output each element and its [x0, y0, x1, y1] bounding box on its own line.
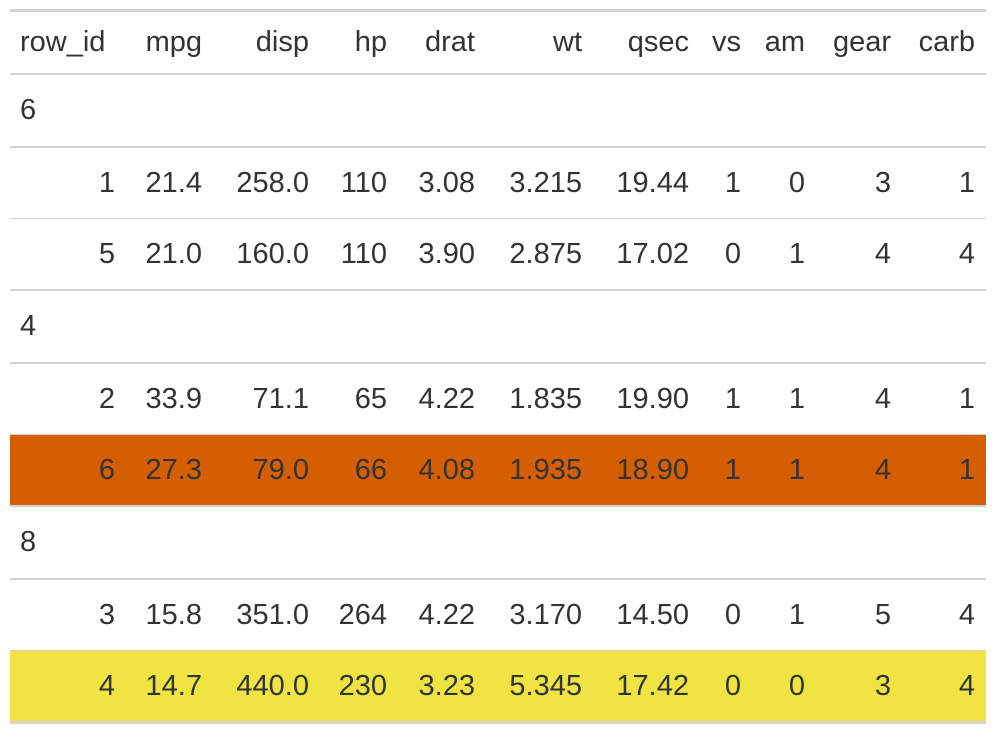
column-header-gear: gear	[816, 10, 902, 75]
cell-carb: 4	[902, 218, 986, 290]
cell-qsec: 19.90	[616, 382, 689, 415]
cell-mpg: 14.7	[126, 650, 213, 723]
cell-hp: 110	[340, 166, 387, 199]
column-header-carb: carb	[902, 10, 986, 75]
cell-wt: 2.875	[486, 218, 593, 290]
cell-gear: 4	[874, 382, 891, 415]
column-header-row-id: row_id	[10, 10, 126, 75]
cell-drat: 4.08	[398, 434, 486, 506]
cell-am: 0	[752, 650, 816, 723]
cell-wt: 3.170	[509, 598, 582, 631]
cell-vs: 0	[700, 218, 752, 290]
cell-hp: 65	[354, 382, 387, 415]
cell-gear: 4	[816, 434, 902, 506]
cell-am: 1	[788, 382, 805, 415]
table-row: 2 33.9 71.1 65 4.22 1.835 19.90 1 1 4 1	[10, 363, 986, 435]
cell-drat: 3.23	[398, 650, 486, 723]
header-row: row_id mpg disp hp drat wt qsec vs am gear carb	[10, 10, 986, 75]
cell-qsec: 17.02	[593, 218, 700, 290]
cell-mpg: 21.4	[145, 166, 202, 199]
cell-wt: 3.215	[509, 166, 582, 199]
cell-qsec: 17.42	[593, 650, 700, 723]
cell-carb: 4	[958, 598, 975, 631]
table-row: 4 14.7 440.0 230 3.23 5.345 17.42 0 0 3 4	[10, 650, 986, 723]
table-row: 5 21.0 160.0 110 3.90 2.875 17.02 0 1 4 4	[10, 218, 986, 290]
cell-hp: 230	[320, 650, 398, 723]
cell-wt: 5.345	[486, 650, 593, 723]
cell-mpg: 21.0	[126, 218, 213, 290]
cell-qsec: 18.90	[593, 434, 700, 506]
cell-am: 1	[788, 598, 805, 631]
cell-row-id: 2	[98, 382, 115, 415]
cell-hp: 66	[320, 434, 398, 506]
cell-carb: 1	[958, 382, 975, 415]
cell-gear: 3	[816, 650, 902, 723]
column-header-hp: hp	[320, 10, 398, 75]
group-row: 6	[10, 73, 986, 148]
column-header-qsec: qsec	[593, 10, 700, 75]
cell-carb: 4	[902, 650, 986, 723]
cell-mpg: 15.8	[145, 598, 202, 631]
cell-carb: 1	[958, 166, 975, 199]
cell-disp: 351.0	[236, 598, 309, 631]
group-row: 4	[10, 289, 986, 364]
table-row: 3 15.8 351.0 264 4.22 3.170 14.50 0 1 5 4	[10, 579, 986, 651]
cell-gear: 5	[874, 598, 891, 631]
group-label: 8	[10, 505, 986, 580]
cell-gear: 3	[874, 166, 891, 199]
cell-hp: 110	[320, 218, 398, 290]
cell-drat: 3.90	[398, 218, 486, 290]
cell-row-id: 4	[10, 650, 126, 723]
cell-vs: 1	[724, 382, 741, 415]
cell-qsec: 19.44	[616, 166, 689, 199]
cell-am: 1	[752, 434, 816, 506]
cell-qsec: 14.50	[616, 598, 689, 631]
column-header-drat: drat	[398, 10, 486, 75]
cell-gear: 4	[816, 218, 902, 290]
cell-hp: 264	[338, 598, 387, 631]
cell-vs: 1	[724, 166, 741, 199]
cell-disp: 79.0	[213, 434, 320, 506]
cell-row-id: 6	[10, 434, 126, 506]
cell-wt: 1.935	[486, 434, 593, 506]
cell-row-id: 1	[98, 166, 115, 199]
cell-disp: 440.0	[213, 650, 320, 723]
cell-drat: 4.22	[418, 598, 475, 631]
column-header-mpg: mpg	[126, 10, 213, 75]
group-label: 6	[10, 73, 986, 148]
cell-am: 1	[752, 218, 816, 290]
cell-am: 0	[788, 166, 805, 199]
cell-row-id: 3	[98, 598, 115, 631]
cell-vs: 0	[700, 650, 752, 723]
group-row: 8	[10, 505, 986, 580]
column-header-disp: disp	[213, 10, 320, 75]
table-row: 1 21.4 258.0 110 3.08 3.215 19.44 1 0 3 1	[10, 147, 986, 219]
group-label: 4	[10, 289, 986, 364]
column-header-am: am	[752, 10, 816, 75]
column-header-vs: vs	[700, 10, 752, 75]
cell-vs: 0	[724, 598, 741, 631]
table-row: 6 27.3 79.0 66 4.08 1.935 18.90 1 1 4 1	[10, 434, 986, 506]
cell-disp: 258.0	[236, 166, 309, 199]
cell-drat: 4.22	[418, 382, 475, 415]
column-header-wt: wt	[486, 10, 593, 75]
cell-drat: 3.08	[418, 166, 475, 199]
cell-disp: 160.0	[213, 218, 320, 290]
cell-mpg: 33.9	[145, 382, 202, 415]
cell-row-id: 5	[10, 218, 126, 290]
cell-disp: 71.1	[252, 382, 309, 415]
cell-vs: 1	[700, 434, 752, 506]
cell-carb: 1	[902, 434, 986, 506]
cell-mpg: 27.3	[126, 434, 213, 506]
cell-wt: 1.835	[509, 382, 582, 415]
